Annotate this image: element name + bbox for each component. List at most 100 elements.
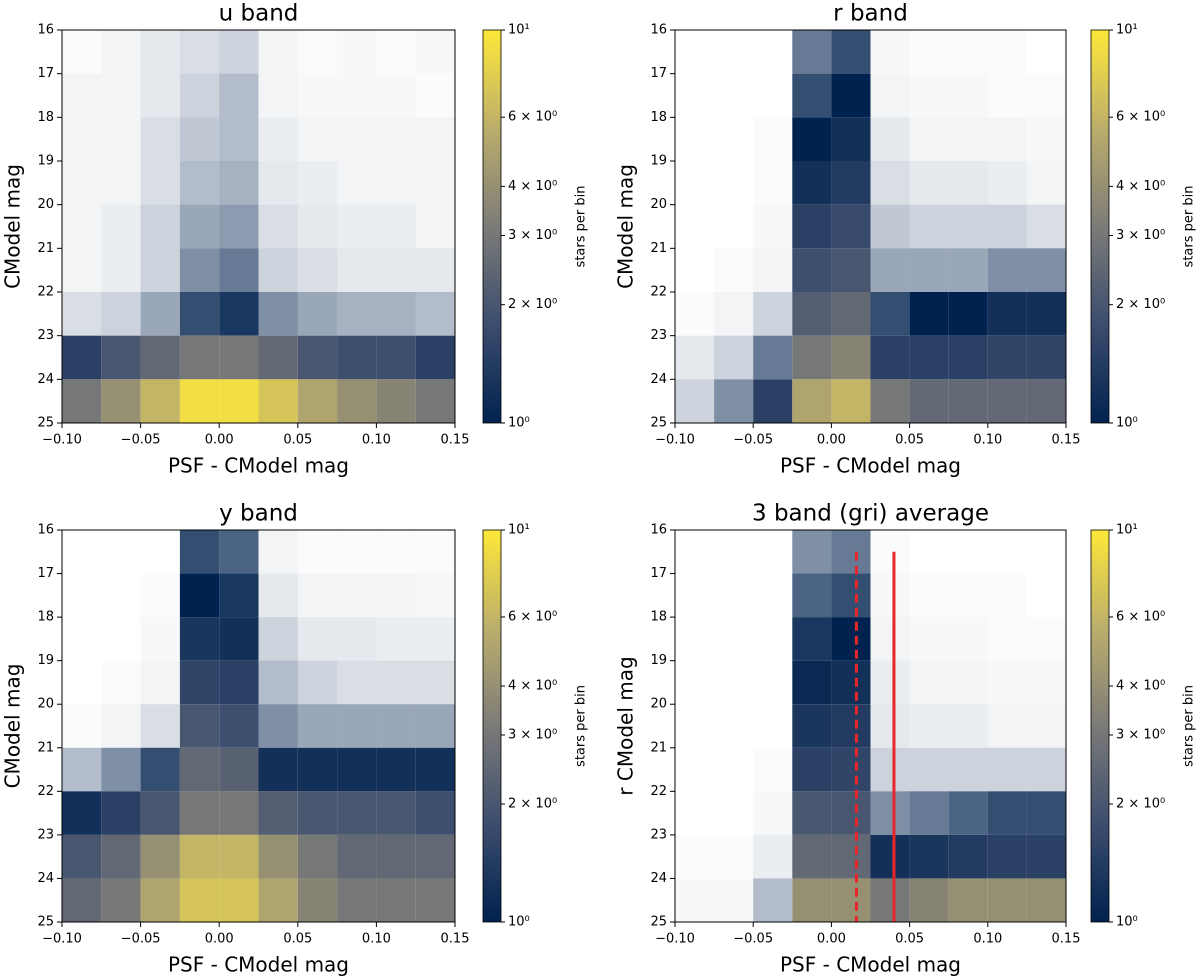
bin-cell [910,74,949,118]
colorbar-tick-label: 2 × 10⁰ [1116,297,1165,312]
y-tick-label: 16 [37,523,54,538]
bin-cell [101,161,141,205]
x-tick-label: −0.05 [121,932,161,947]
chart-title: y band [219,501,298,527]
axes-frame [61,529,456,923]
bin-cell [831,747,871,792]
x-tick-label: 0.10 [362,932,391,947]
bin-cell [219,248,259,292]
bin-cell [1027,661,1066,705]
bin-cell [1026,292,1066,336]
y-tick-label: 19 [650,653,667,668]
x-axis-label: PSF - CModel mag [168,953,349,977]
bin-cell [62,878,102,922]
bin-cell [258,204,298,249]
bin-cell [753,791,792,835]
y-tick-label: 20 [37,197,54,212]
bin-cell [376,530,415,574]
colorbar-tick-label: 10¹ [508,23,530,38]
bin-cell [870,292,910,336]
bin-cell [415,335,455,380]
bin-cell [948,834,988,879]
bin-cell [831,73,871,118]
bin-cell [337,74,376,118]
y-tick-label: 25 [650,416,667,431]
bin-cell [179,617,220,661]
bin-cell [949,74,988,118]
bin-cell [337,117,377,161]
panel: −0.10 −0.05 0.00 0.05 0.10 0.15 16 17 18 19 20 21 22… [1,501,589,977]
bin-cell [415,248,455,292]
y-tick-label: 18 [37,610,54,625]
bin-cell [219,204,259,249]
y-axis-label: CModel mag [1,664,25,789]
bin-cell [987,379,1027,423]
bin-cell [909,834,949,879]
bin-cell [415,117,455,161]
bin-cell [62,379,102,423]
bin-cell [258,248,298,292]
bin-cell [179,878,220,922]
bin-cell [140,660,180,705]
y-tick-label: 20 [650,197,667,212]
colorbar-tick-label: 10⁰ [508,416,530,431]
bin-cell [337,791,377,835]
y-tick-label: 22 [650,285,667,300]
bin-cell [831,791,871,835]
colorbar-label: stars per bin [574,685,589,767]
bin-cell [871,574,910,618]
bin-cell [258,704,298,748]
bin-cell [376,117,416,161]
y-tick-label: 24 [650,372,667,387]
bin-cell [297,704,338,748]
bin-cell [948,117,988,161]
y-tick-label: 21 [650,241,667,256]
colorbar-tick-label: 3 × 10⁰ [1116,228,1165,243]
colorbar-tick-label: 10¹ [1116,23,1138,38]
bin-cell [337,834,377,879]
y-tick-label: 21 [650,740,667,755]
bin-cell [753,117,792,161]
y-tick-label: 20 [37,697,54,712]
bin-cell [179,530,220,574]
bin-cell [870,248,910,292]
bin-cell [792,617,832,661]
bin-cell [1026,204,1066,249]
bin-cell [753,878,793,922]
bin-cell [376,573,416,618]
bin-cell [792,878,832,922]
axes-frame [674,529,1067,923]
bin-cell [870,791,910,835]
bin-cell [298,74,337,118]
bin-cell [987,204,1027,249]
bin-cell [415,834,455,879]
bin-cell [988,661,1027,705]
bin-cell [949,30,988,74]
bin-cell [948,660,988,705]
bin-cell [1026,161,1066,205]
bin-cell [714,379,754,423]
bin-cell [376,704,416,748]
bin-cell [140,117,180,161]
bin-cell [298,530,337,574]
bin-cell [258,747,298,792]
bin-cell [831,530,871,574]
colorbar-label: stars per bin [1182,685,1197,767]
bin-cell [179,660,220,705]
bin-cell [831,573,871,618]
bin-cell [792,704,832,748]
x-tick-label: −0.10 [42,433,82,448]
x-tick-label: −0.05 [121,433,161,448]
colorbar [482,529,502,923]
colorbar-tick-label: 6 × 10⁰ [1116,110,1165,125]
colorbar-tick-label: 4 × 10⁰ [1116,678,1165,693]
bin-cell [179,117,220,161]
bin-cell [140,878,180,922]
bin-cell [141,574,180,618]
bin-cell [297,248,338,292]
bin-cell [337,530,376,574]
bin-cell [337,573,377,618]
x-tick-label: 0.00 [205,932,234,947]
panel: −0.10 −0.05 0.00 0.05 0.10 0.15 16 17 18 19 20 21 22… [1,1,589,478]
